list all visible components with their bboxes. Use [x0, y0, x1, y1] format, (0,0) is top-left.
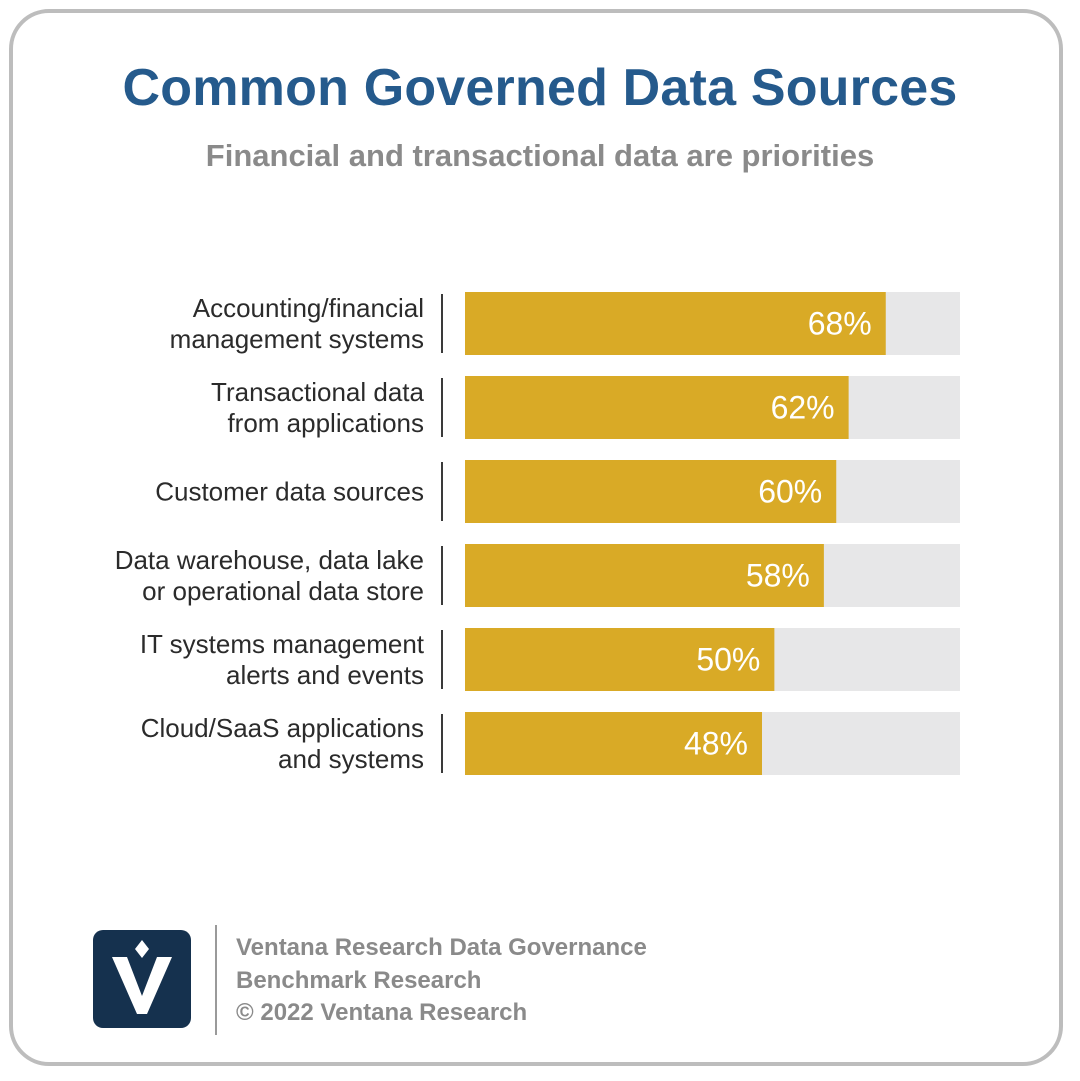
footer-divider [215, 925, 217, 1035]
chart-title: Common Governed Data Sources [122, 59, 958, 117]
ventana-logo [93, 930, 191, 1028]
category-divider [441, 546, 443, 605]
bar-value-label: 62% [771, 390, 835, 426]
bar-value-label: 58% [746, 558, 810, 594]
bar [465, 376, 849, 439]
category-label: alerts and events [226, 660, 424, 690]
category-divider [441, 462, 443, 521]
category-label: from applications [227, 408, 424, 438]
footer-line-1: Ventana Research Data Governance [236, 934, 647, 961]
bar [465, 544, 824, 607]
ventana-v-logo-icon [112, 940, 172, 1014]
bar-value-label: 50% [696, 642, 760, 678]
bar [465, 712, 762, 775]
category-divider [441, 378, 443, 437]
category-label: Accounting/financial [193, 293, 424, 323]
bar [465, 628, 775, 691]
category-label: Customer data sources [155, 477, 424, 507]
category-label: or operational data store [142, 576, 424, 606]
category-label: management systems [170, 324, 424, 354]
footer-line-2: Benchmark Research [236, 966, 482, 994]
category-label: IT systems management [140, 629, 425, 659]
category-label: Data warehouse, data lake [115, 545, 424, 575]
category-divider [441, 294, 443, 353]
bar [465, 460, 837, 523]
category-label: and systems [278, 744, 424, 774]
bar [465, 292, 886, 355]
category-divider [441, 714, 443, 773]
category-label: Cloud/SaaS applications [141, 713, 424, 743]
bar-value-label: 68% [808, 306, 872, 342]
footer-credits: Ventana Research Data Governance Benchma… [236, 932, 647, 1030]
category-divider [441, 630, 443, 689]
footer-line-3: © 2022 Ventana Research [236, 999, 528, 1026]
category-label: Transactional data [211, 377, 424, 407]
bar-value-label: 48% [684, 726, 748, 762]
card-frame [9, 9, 1063, 1066]
bar-value-label: 60% [758, 474, 822, 510]
chart-subtitle: Financial and transactional data are pri… [205, 138, 875, 173]
